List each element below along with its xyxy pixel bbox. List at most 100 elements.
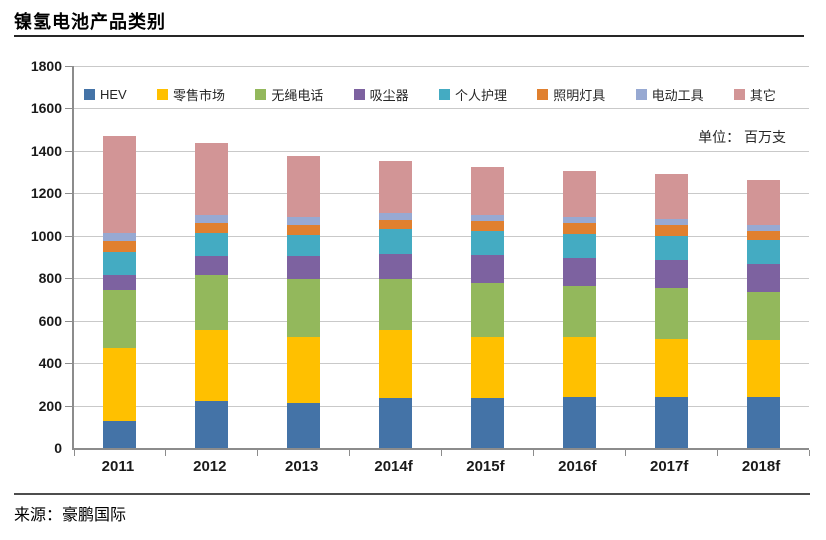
bar-segment [195,401,229,448]
y-axis-label: 200 [38,397,62,414]
bar-segment [470,220,504,231]
bar-slot [717,66,809,448]
bar-segment [470,282,504,337]
bar-segment [287,279,321,337]
bar-segment [103,251,137,276]
legend-item: 零售市场 [157,85,225,104]
bar-segment [287,216,321,226]
bar-segment [287,156,321,217]
bar-segment [195,214,229,224]
legend-label: 其它 [749,88,776,103]
bar-segment [379,279,413,331]
legend-swatch [733,89,745,100]
x-axis-tick [808,450,810,456]
y-axis-label: 800 [38,270,62,287]
bar-segment [654,225,688,236]
bar-segment [103,289,137,349]
legend-swatch [157,89,169,100]
bar-slot [166,66,258,448]
x-axis-tick [257,450,259,456]
x-axis-tick [716,450,718,456]
x-axis-label: 2015f [466,458,505,475]
bar-segment [562,223,596,234]
unit-label: 单位： 百万支 [698,129,786,145]
stacked-bar-2017f [654,174,688,448]
bar-segment [195,275,229,331]
bar-segment [654,338,688,398]
y-axis-label: 1600 [30,100,62,117]
legend-item: 个人护理 [438,85,507,104]
stacked-bar-2014f [379,160,413,448]
bar-segment [287,403,321,448]
bar-segment [287,234,321,256]
legend-label: 无绳电话 [271,88,324,103]
bar-segment [470,398,504,448]
bar-segment [103,275,137,290]
x-axis-label: 2013 [285,458,319,475]
bar-segment [746,397,780,448]
bar-segment [470,254,504,283]
y-axis-tick [65,320,74,322]
bar-segment [470,166,504,215]
gridline [74,320,809,322]
gridline [74,363,809,365]
bar-segment [103,232,137,242]
bar-segment [562,397,596,448]
legend-item: 无绳电话 [255,85,323,104]
bar-segment [103,421,137,448]
x-axis-tick [349,450,351,456]
bar-segment [470,230,504,255]
gridline [74,66,809,67]
bar-segment [195,255,229,276]
bar-segment [379,330,413,399]
title-underline [14,35,804,37]
x-axis-label: 2018f [741,458,781,475]
bar-slot [533,66,625,448]
stacked-bar-2018f [746,179,780,448]
y-axis-label: 600 [38,312,62,329]
y-axis-tick [65,66,74,67]
bar-segment [746,179,780,226]
x-axis-tick [165,450,167,456]
bar-segment [562,258,596,286]
bar-slot [258,66,350,448]
bar-slot [442,66,534,448]
legend-label: 个人护理 [454,88,507,103]
bar-segment [379,219,413,230]
y-axis-label: 1400 [30,142,62,159]
bar-segment [746,225,780,231]
x-axis-tick [532,450,534,456]
legend-swatch [537,89,549,100]
x-axis-tick [73,450,75,456]
bar-segment [562,336,596,398]
legend-swatch [635,89,647,100]
bar-slot [350,66,442,448]
bar-segment [379,398,413,448]
legend-swatch [438,89,450,100]
stacked-bar-2016f [562,171,596,448]
y-axis-tick [65,278,74,280]
bar-segment [470,214,504,221]
source-text: 来源：豪鹏国际 [14,507,127,524]
plot-area [65,66,810,456]
legend-label: 零售市场 [173,88,226,103]
legend-item: 照明灯具 [537,85,605,104]
x-axis-tick [441,450,442,456]
y-axis-tick [65,363,74,365]
bar-segment [746,292,780,340]
bar-segment [746,230,780,241]
stacked-bar-2013 [287,156,321,448]
bar-segment [562,216,596,224]
y-axis-label: 400 [38,355,62,372]
x-axis-label: 2012 [193,458,227,475]
x-axis: 2011 2012 2013 2014f 2015f 2016f 2017f 2018f [72,458,807,475]
source-divider [14,493,810,495]
y-axis-label: 1200 [30,185,62,202]
bar-segment [195,223,229,233]
gridline [74,108,809,110]
legend-swatch [353,89,365,100]
chart-title: 镍氢电池产品类别 [14,12,166,32]
gridline [74,235,809,237]
gridline [74,405,809,407]
bar-segment [654,287,688,339]
